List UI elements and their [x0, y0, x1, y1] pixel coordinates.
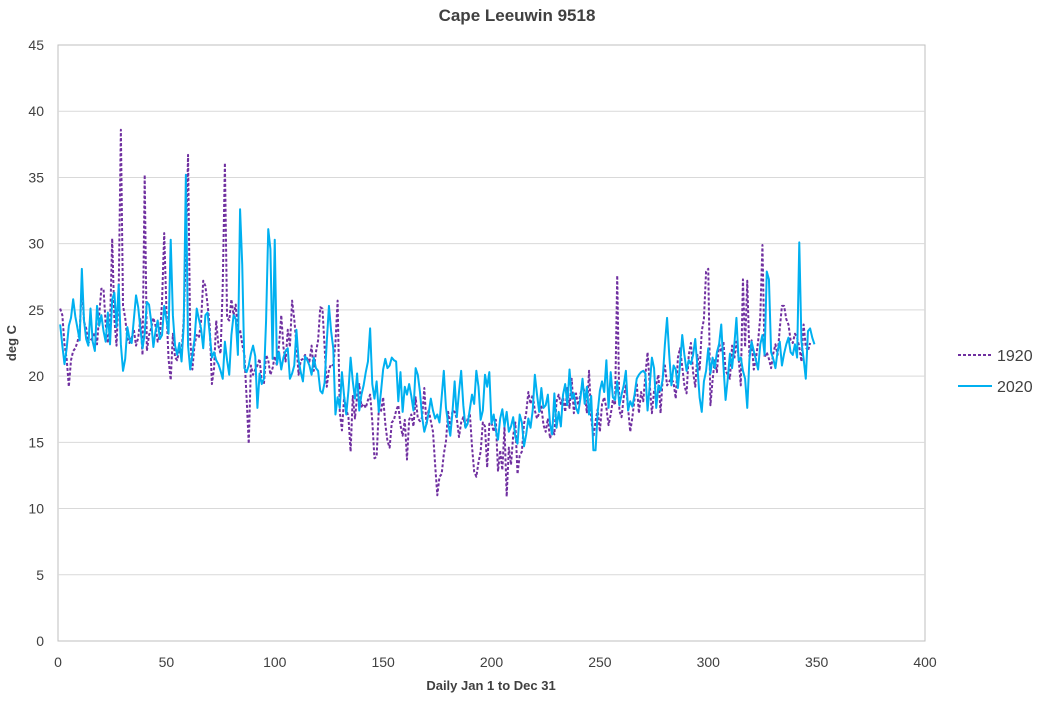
- y-axis-title: deg C: [4, 324, 19, 361]
- x-axis-title: Daily Jan 1 to Dec 31: [426, 678, 555, 693]
- plot-area-border: [57, 44, 926, 642]
- y-tick-label-25: 25: [28, 302, 44, 318]
- legend-label-1920: 1920: [997, 348, 1033, 365]
- x-tick-label-0: 0: [54, 654, 62, 670]
- x-tick-label-100: 100: [263, 654, 287, 670]
- y-tick-label-40: 40: [28, 103, 44, 119]
- x-tick-label-250: 250: [588, 654, 612, 670]
- series-line-2020: [59, 173, 816, 452]
- x-tick-label-50: 50: [159, 654, 175, 670]
- legend: 1920 2020: [958, 348, 1033, 396]
- y-tick-label-10: 10: [28, 501, 44, 517]
- series-lines: [59, 128, 816, 498]
- y-tick-label-0: 0: [36, 633, 44, 649]
- x-tick-label-400: 400: [913, 654, 937, 670]
- tick-labels: 0 5 10 15 20 25 30 35 40 45 0 50 100 150 200 250 300 350 4…: [28, 37, 936, 670]
- y-tick-label-5: 5: [36, 567, 44, 583]
- y-tick-label-15: 15: [28, 434, 44, 450]
- x-tick-label-300: 300: [697, 654, 721, 670]
- x-tick-label-350: 350: [805, 654, 829, 670]
- y-tick-label-45: 45: [28, 37, 44, 53]
- x-tick-label-150: 150: [371, 654, 395, 670]
- chart-title: Cape Leeuwin 9518: [439, 6, 596, 25]
- legend-label-2020: 2020: [997, 379, 1033, 396]
- y-tick-label-30: 30: [28, 236, 44, 252]
- y-tick-label-35: 35: [28, 169, 44, 185]
- x-tick-label-200: 200: [480, 654, 504, 670]
- y-tick-label-20: 20: [28, 368, 44, 384]
